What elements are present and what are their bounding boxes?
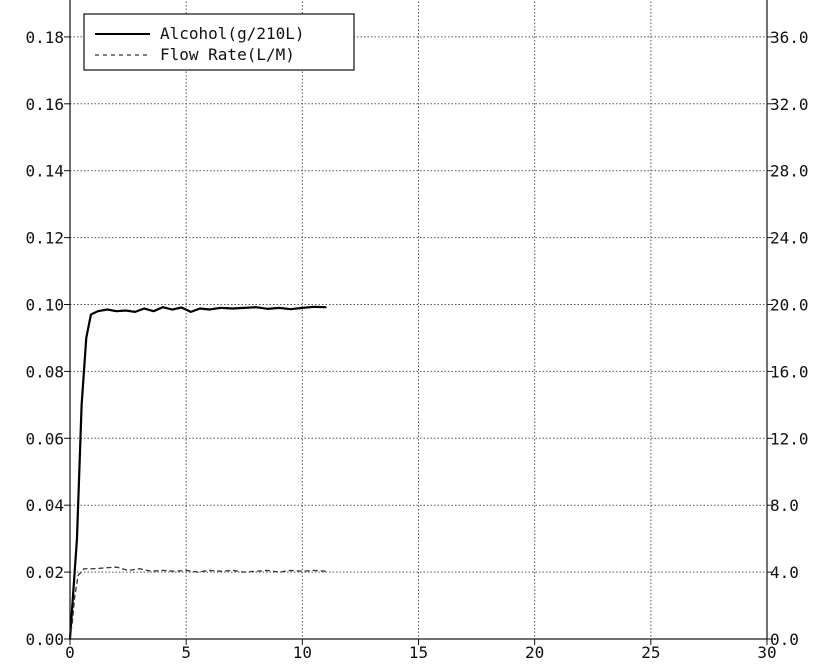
series-line-alcohol — [68, 305, 327, 641]
legend-label-flow-rate: Flow Rate(L/M) — [160, 45, 295, 64]
y2-tick-label: 8.0 — [770, 496, 799, 515]
x-tick-label: 5 — [181, 643, 191, 662]
y-tick-label: 0.12 — [25, 229, 64, 248]
y2-tick-label: 16.0 — [770, 362, 809, 381]
y-tick-label: 0.16 — [25, 95, 64, 114]
y2-tick-label: 20.0 — [770, 296, 809, 315]
y-tick-label: 0.10 — [25, 296, 64, 315]
y-tick-label: 0.08 — [25, 362, 64, 381]
legend-label-alcohol: Alcohol(g/210L) — [160, 24, 305, 43]
x-tick-label: 20 — [525, 643, 544, 662]
y-axis-ticks: 0.00 0.02 0.04 0.06 0.08 0.10 0.12 0.14 0.16 0.18… — [25, 28, 70, 649]
y2-tick-label: 0.0 — [770, 630, 799, 649]
x-tick-label: 15 — [409, 643, 428, 662]
y-tick-label: 0.00 — [25, 630, 64, 649]
y-tick-label: 0.14 — [25, 162, 64, 181]
y-tick-label: 0.06 — [25, 429, 64, 448]
x-grid — [185, 0, 652, 639]
x-tick-label: 25 — [641, 643, 660, 662]
y2-tick-label: 28.0 — [770, 162, 809, 181]
x-tick-label: 10 — [293, 643, 312, 662]
plot-background — [70, 0, 767, 639]
x-tick-label: 0 — [65, 643, 75, 662]
y-tick-label: 0.04 — [25, 496, 64, 515]
y2-tick-label: 12.0 — [770, 429, 809, 448]
y2-axis-ticks: 0.04.08.012.016.020.024.028.032.036.040.… — [767, 28, 809, 649]
legend-box — [83, 13, 355, 71]
y-tick-label: 0.18 — [25, 28, 64, 47]
legend: Alcohol(g/210L) Flow Rate(L/M) — [83, 13, 355, 71]
series-line-flow-rate — [69, 566, 327, 640]
x-tick-label: 30 — [757, 643, 776, 662]
series-layer — [68, 305, 327, 641]
y2-tick-label: 24.0 — [770, 229, 809, 248]
y2-tick-label: 32.0 — [770, 95, 809, 114]
y2-tick-label: 4.0 — [770, 563, 799, 582]
y-tick-label: 0.02 — [25, 563, 64, 582]
y2-tick-label: 36.0 — [770, 28, 809, 47]
x-axis-ticks: 0 5 10 15 20 25 30 — [65, 639, 777, 662]
